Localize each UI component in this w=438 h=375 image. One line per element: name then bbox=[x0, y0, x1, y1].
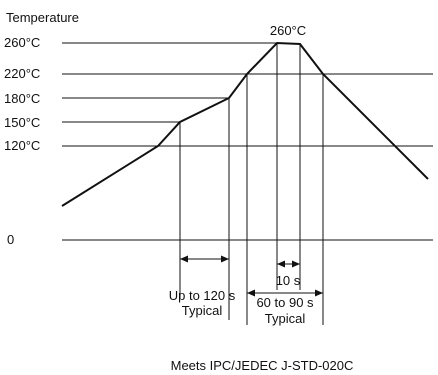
peak-time-annotation: 10 s bbox=[276, 260, 301, 288]
above-220-arrow-head-right bbox=[315, 289, 323, 297]
preheat-arrow-head-left bbox=[180, 255, 188, 263]
peak-time-label: 10 s bbox=[276, 273, 301, 288]
preheat-duration-label: Up to 120 s bbox=[169, 288, 236, 303]
preheat-arrow-head-right bbox=[221, 255, 229, 263]
preheat-typical-label: Typical bbox=[182, 303, 223, 318]
temperature-profile-line bbox=[61, 41, 429, 207]
above-220-typical-label: Typical bbox=[265, 311, 306, 326]
y-tick-label-220: 220°C bbox=[4, 66, 40, 81]
above-220-duration-label: 60 to 90 s bbox=[256, 295, 314, 310]
y-tick-label-120: 120°C bbox=[4, 138, 40, 153]
preheat-duration-annotation: Up to 120 s Typical bbox=[169, 255, 236, 318]
above-220-arrow-head-left bbox=[247, 289, 255, 297]
above-220-duration-annotation: 60 to 90 s Typical bbox=[247, 289, 323, 326]
y-tick-label-260: 260°C bbox=[4, 35, 40, 50]
y-tick-label-150: 150°C bbox=[4, 115, 40, 130]
y-axis-title: Temperature bbox=[6, 10, 79, 25]
y-tick-label-0: 0 bbox=[7, 232, 14, 247]
y-tick-label-180: 180°C bbox=[4, 91, 40, 106]
drop-lines bbox=[179, 43, 324, 325]
standard-footnote: Meets IPC/JEDEC J-STD-020C bbox=[171, 358, 354, 373]
y-tick-labels: 0 120°C 150°C 180°C 220°C 260°C bbox=[4, 35, 40, 247]
peak-arrow-head-left bbox=[277, 260, 285, 268]
peak-arrow-head-right bbox=[292, 260, 300, 268]
peak-temperature-label: 260°C bbox=[270, 23, 306, 38]
